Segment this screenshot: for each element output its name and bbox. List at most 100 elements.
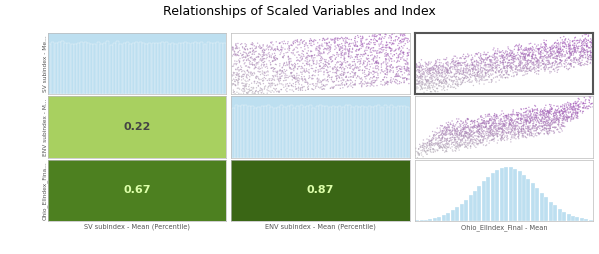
Point xyxy=(246,71,256,75)
Point xyxy=(435,146,445,150)
Bar xyxy=(407,106,409,158)
Point xyxy=(341,83,351,87)
Point xyxy=(276,68,285,72)
Point xyxy=(258,58,267,62)
Point xyxy=(552,63,562,67)
Point xyxy=(557,112,567,116)
Point xyxy=(498,61,507,65)
Point xyxy=(322,68,331,72)
Point xyxy=(430,67,440,71)
Point xyxy=(585,49,595,53)
Point xyxy=(519,55,528,59)
Point xyxy=(476,67,485,71)
Point xyxy=(476,58,486,62)
Point xyxy=(480,70,490,74)
Point xyxy=(461,118,470,122)
Point xyxy=(530,56,539,60)
Point xyxy=(536,50,546,54)
Point xyxy=(455,142,464,146)
Point xyxy=(302,80,312,84)
Point xyxy=(285,88,295,92)
Point xyxy=(446,84,455,88)
Point xyxy=(400,71,409,75)
Point xyxy=(270,47,279,51)
Point xyxy=(514,137,524,141)
Point xyxy=(372,84,382,88)
Point xyxy=(499,122,509,126)
Point xyxy=(498,137,507,141)
Point xyxy=(531,111,541,115)
Point xyxy=(455,144,465,148)
Point xyxy=(418,64,427,68)
Point xyxy=(256,82,265,86)
Point xyxy=(302,61,311,66)
Point xyxy=(289,41,298,45)
Point xyxy=(546,121,555,125)
Point xyxy=(468,139,478,144)
Point xyxy=(411,85,420,89)
Point xyxy=(471,145,481,149)
Point xyxy=(470,124,479,128)
Point xyxy=(466,62,476,66)
Point xyxy=(540,46,549,50)
Point xyxy=(513,123,522,128)
Bar xyxy=(589,220,593,221)
Point xyxy=(445,129,455,133)
Point xyxy=(304,76,313,81)
Point xyxy=(501,71,511,75)
Point xyxy=(516,69,525,73)
Point xyxy=(557,55,567,59)
Point xyxy=(485,118,494,122)
Point xyxy=(503,76,513,80)
Point xyxy=(346,65,356,69)
Point xyxy=(524,119,534,123)
Point xyxy=(530,126,540,131)
Point xyxy=(277,45,286,50)
Point xyxy=(586,50,595,54)
Point xyxy=(461,134,471,138)
Point xyxy=(465,139,475,143)
Point xyxy=(252,88,261,92)
Point xyxy=(504,112,513,116)
Point xyxy=(523,72,533,76)
Point xyxy=(531,53,540,57)
Point xyxy=(341,75,351,79)
Point xyxy=(271,56,281,60)
Point xyxy=(519,107,528,111)
Point xyxy=(259,62,269,67)
Point xyxy=(522,47,532,51)
Point xyxy=(512,120,521,124)
Point xyxy=(441,146,450,150)
Point xyxy=(581,42,591,46)
Point xyxy=(574,58,583,62)
Point xyxy=(268,66,278,70)
Point xyxy=(488,134,497,138)
Point xyxy=(497,119,507,123)
Point xyxy=(503,52,512,56)
Point xyxy=(441,121,451,125)
Point xyxy=(515,126,525,130)
Point xyxy=(310,53,319,57)
Point xyxy=(337,62,347,66)
Point xyxy=(471,64,480,68)
Point xyxy=(586,43,595,47)
Point xyxy=(521,58,530,62)
Point xyxy=(269,77,279,81)
Point xyxy=(488,66,498,70)
Point xyxy=(585,104,594,108)
Bar xyxy=(322,106,325,158)
Point xyxy=(418,145,428,149)
Point xyxy=(444,67,454,71)
Point xyxy=(454,70,464,74)
Point xyxy=(265,77,275,81)
Point xyxy=(366,76,376,80)
Point xyxy=(538,128,547,132)
Point xyxy=(266,62,276,67)
Point xyxy=(289,82,298,86)
Point xyxy=(583,43,592,47)
Point xyxy=(457,80,467,84)
Point xyxy=(459,134,468,138)
Point xyxy=(513,68,522,72)
Point xyxy=(509,71,518,75)
Point xyxy=(448,67,458,71)
